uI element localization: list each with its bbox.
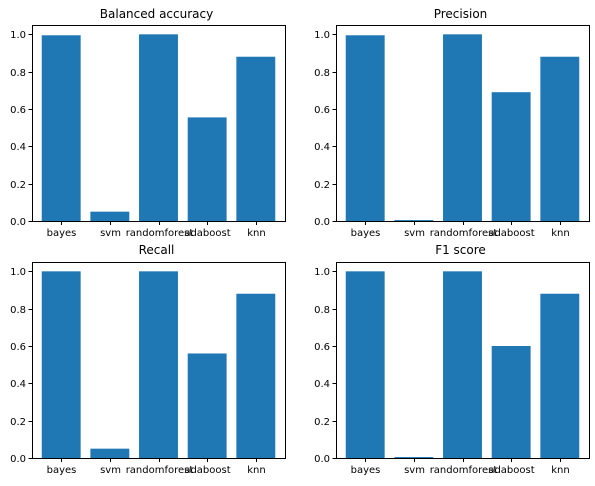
subplot-3-title: Recall [139, 243, 175, 257]
bar-bayes [41, 271, 81, 458]
bar-knn [540, 56, 580, 222]
subplot-2-title: Precision [434, 7, 488, 21]
x-tick-label-knn: knn [247, 465, 265, 476]
y-tick-label: 1.0 [10, 30, 26, 41]
subplot-3: Recall 0.0 0.2 0.4 0.6 0.8 1.0 bayes svm randomf… [10, 243, 286, 476]
x-tick-label-randomforest: randomforest [430, 228, 498, 239]
bar-bayes [345, 35, 385, 221]
y-tick-label: 0.6 [314, 105, 330, 116]
bar-randomforest [139, 34, 178, 221]
bar-randomforest [443, 271, 482, 458]
x-tick-label-bayes: bayes [351, 228, 381, 239]
bar-adaboost [187, 117, 227, 221]
bar-svm [394, 457, 434, 458]
x-tick-label-svm: svm [100, 465, 121, 476]
x-tick-label-knn: knn [247, 228, 265, 239]
bar-adaboost [187, 353, 227, 458]
x-tick-label-knn: knn [551, 465, 569, 476]
subplot-1: Balanced accuracy 0.0 0.2 0.4 0.6 0.8 1.0 baye… [10, 7, 286, 239]
x-tick-label-adaboost: adaboost [488, 228, 534, 239]
x-tick-label-bayes: bayes [351, 465, 381, 476]
x-tick-label-knn: knn [551, 228, 569, 239]
x-tick-label-bayes: bayes [47, 228, 77, 239]
x-tick-label-bayes: bayes [47, 465, 77, 476]
subplot-1-title: Balanced accuracy [100, 7, 213, 21]
x-tick-label-svm: svm [100, 228, 121, 239]
y-tick-label: 0.4 [10, 379, 26, 390]
y-tick-label: 0.8 [10, 305, 26, 316]
x-tick-label-adaboost: adaboost [184, 228, 230, 239]
bar-svm [90, 211, 130, 221]
y-tick-label: 1.0 [314, 30, 330, 41]
y-tick-label: 1.0 [10, 267, 26, 278]
y-tick-label: 0.2 [10, 417, 26, 428]
bar-bayes [41, 35, 81, 221]
x-tick-label-randomforest: randomforest [126, 228, 194, 239]
x-tick-label-svm: svm [404, 465, 425, 476]
y-tick-label: 0.8 [314, 68, 330, 79]
y-tick-label: 0.2 [10, 180, 26, 191]
y-tick-label: 0.4 [10, 142, 26, 153]
y-tick-label: 0.8 [10, 68, 26, 79]
bar-adaboost [491, 92, 531, 221]
y-tick-label: 1.0 [314, 267, 330, 278]
bar-randomforest [443, 34, 482, 221]
bar-knn [236, 56, 276, 222]
y-tick-label: 0.0 [314, 454, 330, 465]
y-tick-label: 0.0 [314, 217, 330, 228]
bar-randomforest [139, 271, 178, 458]
bar-adaboost [491, 346, 531, 458]
y-tick-label: 0.6 [10, 342, 26, 353]
bar-knn [236, 293, 276, 458]
y-tick-label: 0.2 [314, 180, 330, 191]
bar-bayes [345, 271, 385, 458]
subplot-2: Precision 0.0 0.2 0.4 0.6 0.8 1.0 bayes svm rand… [314, 7, 590, 239]
subplot-4: F1 score 0.0 0.2 0.4 0.6 0.8 1.0 bayes svm rando… [314, 243, 590, 476]
bar-knn [540, 293, 580, 458]
bar-svm [394, 220, 434, 221]
x-tick-label-svm: svm [404, 228, 425, 239]
y-tick-label: 0.2 [314, 417, 330, 428]
y-tick-label: 0.0 [10, 217, 26, 228]
x-tick-label-randomforest: randomforest [126, 465, 194, 476]
x-tick-label-randomforest: randomforest [430, 465, 498, 476]
bar-svm [90, 448, 130, 458]
x-tick-label-adaboost: adaboost [184, 465, 230, 476]
y-tick-label: 0.8 [314, 305, 330, 316]
y-tick-label: 0.4 [314, 142, 330, 153]
subplot-4-title: F1 score [435, 243, 486, 257]
y-tick-label: 0.6 [10, 105, 26, 116]
y-tick-label: 0.0 [10, 454, 26, 465]
y-tick-label: 0.6 [314, 342, 330, 353]
x-tick-label-adaboost: adaboost [488, 465, 534, 476]
y-tick-label: 0.4 [314, 379, 330, 390]
